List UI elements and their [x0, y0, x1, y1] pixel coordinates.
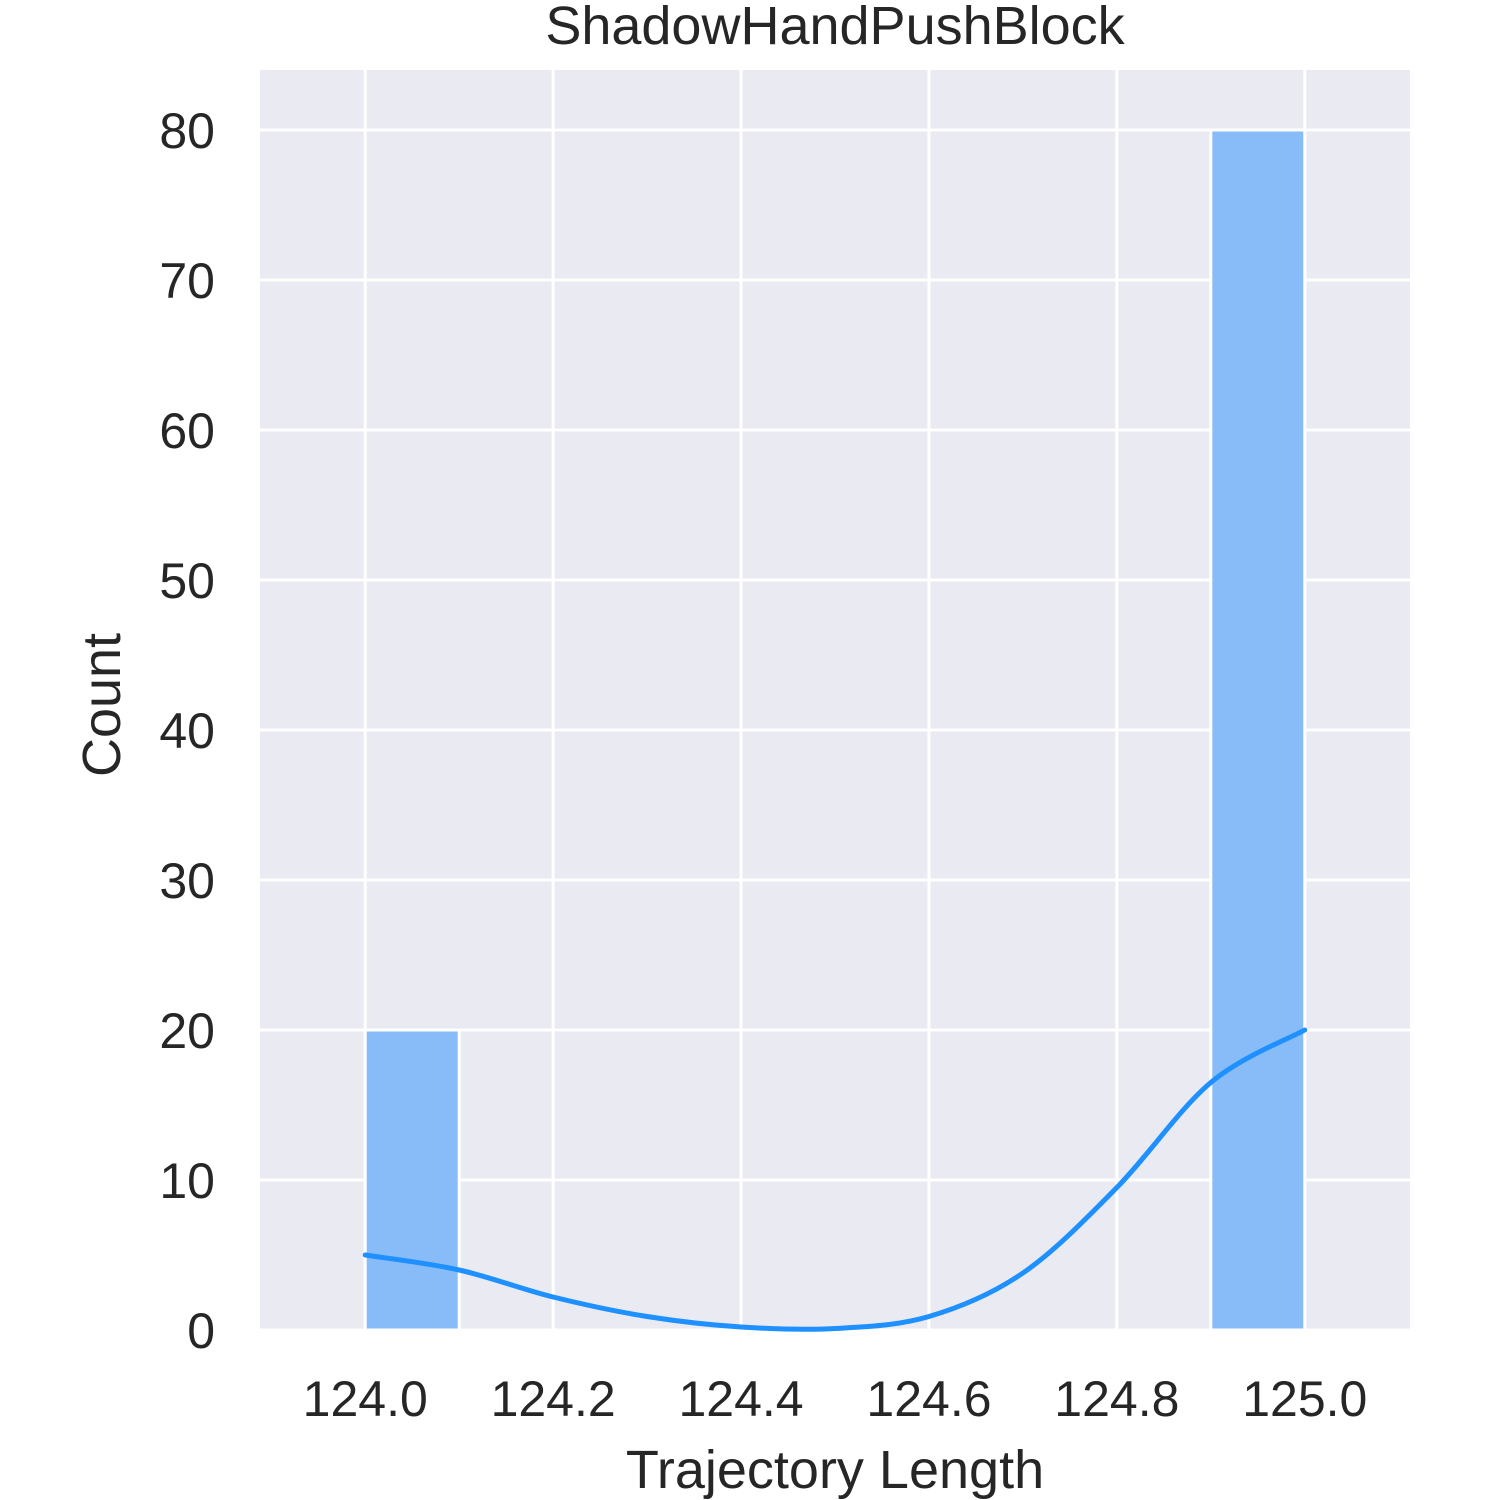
histogram-bar-0	[363, 1028, 461, 1332]
x-tick-label-4: 124.8	[1054, 1371, 1179, 1427]
x-tick-label-0: 124.0	[303, 1371, 428, 1427]
x-tick-label-1: 124.2	[491, 1371, 616, 1427]
y-tick-label-5: 50	[159, 553, 215, 609]
x-tick-labels: 124.0 124.2 124.4 124.6 124.8 125.0	[303, 1371, 1368, 1427]
kde-curve	[362, 1027, 1308, 1332]
y-tick-label-0: 0	[187, 1303, 215, 1359]
y-tick-label-1: 10	[159, 1153, 215, 1209]
y-tick-label-7: 70	[159, 253, 215, 309]
chart-title: ShadowHandPushBlock	[545, 0, 1125, 56]
y-tick-label-4: 40	[159, 703, 215, 759]
y-tick-labels: 0 10 20 30 40 50 60 70 80	[159, 103, 215, 1359]
x-tick-label-5: 125.0	[1242, 1371, 1367, 1427]
y-axis-label: Count	[72, 633, 132, 777]
x-tick-label-2: 124.4	[678, 1371, 803, 1427]
x-axis-label: Trajectory Length	[626, 1440, 1044, 1500]
kde-line	[362, 1027, 1308, 1332]
x-tick-label-3: 124.6	[866, 1371, 991, 1427]
histogram-bars	[363, 128, 1307, 1332]
y-tick-label-6: 60	[159, 403, 215, 459]
y-tick-label-3: 30	[159, 853, 215, 909]
y-tick-label-2: 20	[159, 1003, 215, 1059]
histogram-bar-9	[1209, 128, 1307, 1332]
y-tick-label-8: 80	[159, 103, 215, 159]
